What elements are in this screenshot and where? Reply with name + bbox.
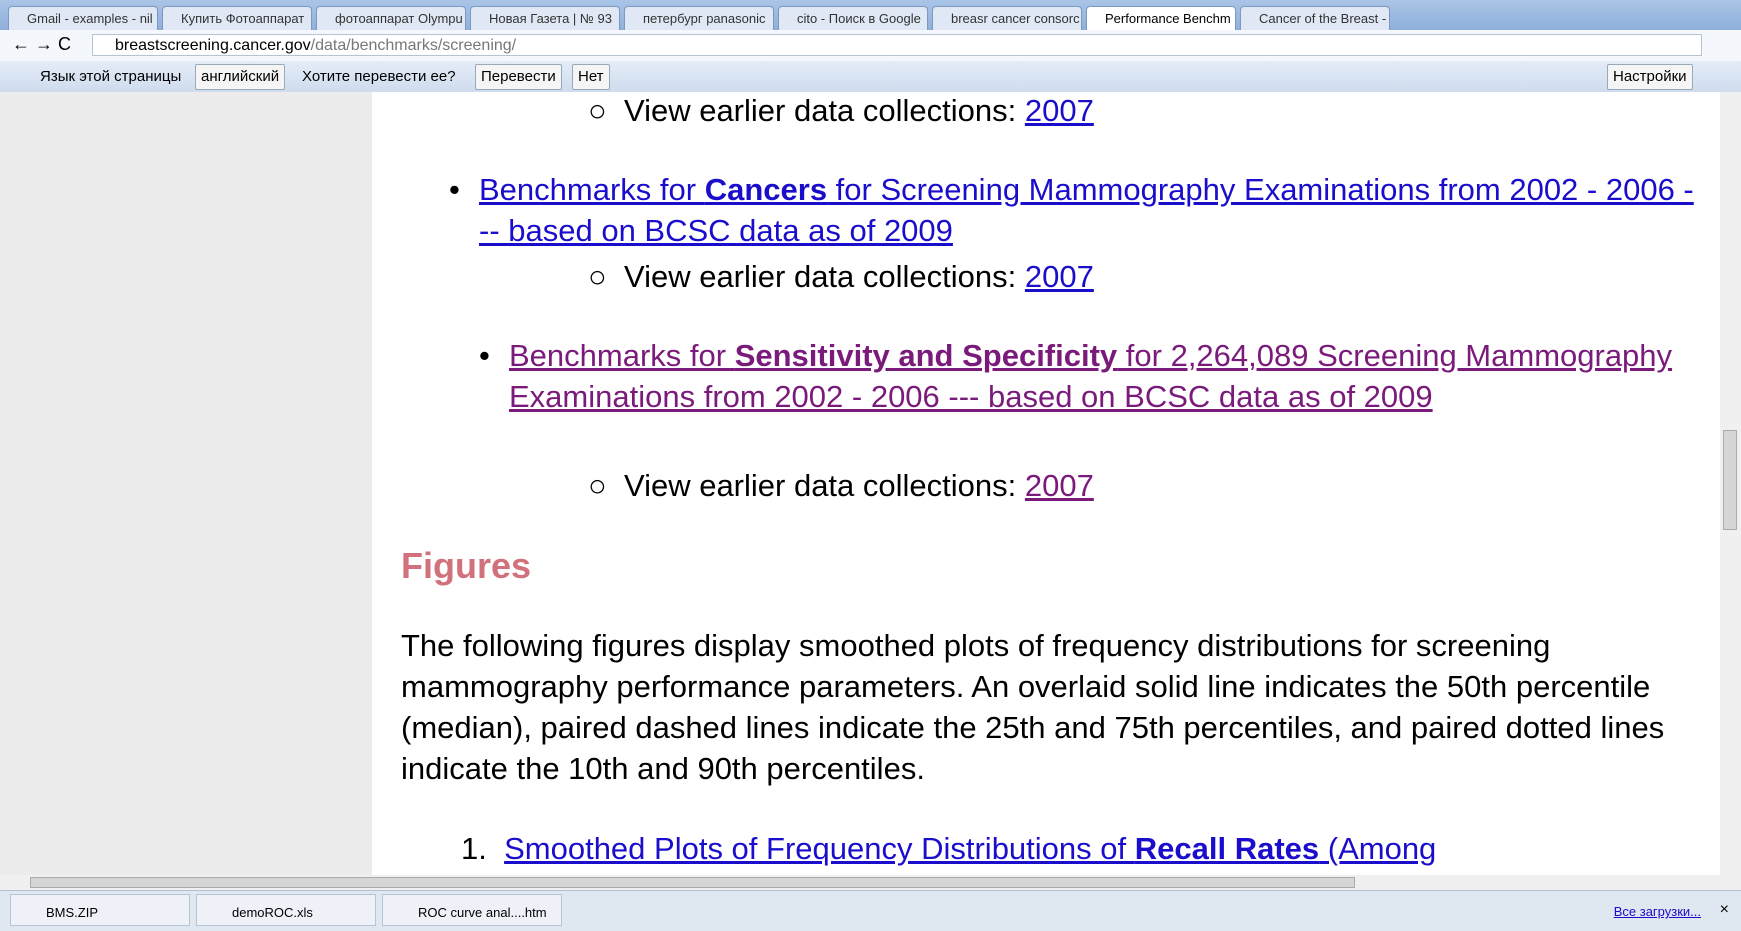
language-select[interactable]: английский xyxy=(195,64,286,90)
download-item[interactable]: ROC curve anal....htm xyxy=(382,894,562,926)
link-text: for Screening Mammography Examinations f… xyxy=(479,172,1694,248)
tab[interactable]: Gmail - examples - nil xyxy=(8,6,158,30)
link-bold: Sensitivity and Specificity xyxy=(734,338,1118,373)
link[interactable]: 2007 xyxy=(1024,93,1094,128)
link[interactable]: Benchmarks for Cancers for Screening Mam… xyxy=(479,172,1694,248)
link[interactable]: Benchmarks for Sensitivity and Specifici… xyxy=(509,338,1672,414)
sub-item: ○ View earlier data collections: 2007 xyxy=(588,93,1094,128)
nav-buttons[interactable]: ← → C xyxy=(12,34,72,54)
download-bar: Все загрузки... × BMS.ZIP demoROC.xls ROC … xyxy=(0,890,1741,931)
link[interactable]: 2007 xyxy=(1024,259,1094,294)
sidebar xyxy=(0,92,372,875)
translate-bar: Язык этой страницы английский Хотите пер… xyxy=(0,61,1741,93)
tab[interactable]: breasr cancer consorc xyxy=(932,6,1082,30)
tab[interactable]: cito - Поиск в Google xyxy=(778,6,928,30)
download-item[interactable]: demoROC.xls xyxy=(196,894,376,926)
link-text: for 2,264,089 Screening Mammography Exam… xyxy=(509,338,1673,414)
sub-item: ○ View earlier data collections: 2007 xyxy=(588,468,1094,503)
bullet-item: • Benchmarks for Cancers for Screening Ma… xyxy=(449,172,1694,248)
sub-item: ○ View earlier data collections: 2007 xyxy=(588,259,1094,294)
translate-question: Хотите перевести ее? xyxy=(302,68,456,85)
tab[interactable]: Новая Газета | № 93 xyxy=(470,6,620,30)
list-item: 1. Smoothed Plots of Frequency Distribut… xyxy=(461,828,1436,869)
link-text: Smoothed Plots of Frequency Distribution… xyxy=(504,831,1135,866)
link[interactable]: 2007 xyxy=(1024,468,1094,503)
no-button[interactable]: Нет xyxy=(572,64,610,90)
link-bold: Recall Rates xyxy=(1134,831,1320,866)
vertical-scrollbar[interactable] xyxy=(1720,92,1741,875)
download-item[interactable]: BMS.ZIP xyxy=(10,894,190,926)
tab[interactable]: Купить Фотоаппарат xyxy=(162,6,312,30)
translate-button[interactable]: Перевести xyxy=(475,64,562,90)
close-button[interactable]: × xyxy=(1719,901,1729,918)
page-content: ○ View earlier data collections: 2007 • B… xyxy=(372,92,1720,875)
settings-button[interactable]: Настройки xyxy=(1607,64,1693,90)
link-text: (Among xyxy=(1319,831,1437,866)
sub-label: View earlier data collections: xyxy=(623,93,1025,128)
list-number: 1. xyxy=(461,831,487,866)
sub-label: View earlier data collections: xyxy=(623,259,1025,294)
translate-label: Язык этой страницы xyxy=(40,68,182,85)
tab[interactable]: Performance Benchm xyxy=(1086,6,1236,30)
link-text: Benchmarks for xyxy=(509,338,735,373)
heading: Figures xyxy=(401,545,532,586)
url-field[interactable]: breastscreening.cancer.gov/data/benchmar… xyxy=(92,34,1702,56)
url-path: /data/benchmarks/screening/ xyxy=(310,37,517,54)
sub-label: View earlier data collections: xyxy=(623,468,1025,503)
link[interactable]: Smoothed Plots of Frequency Distribution… xyxy=(504,831,1436,866)
tab-strip: Gmail - examples - nil Купить Фотоаппарат… xyxy=(0,0,1741,30)
bullet-item: • Benchmarks for Sensitivity and Specific… xyxy=(479,338,1673,414)
horizontal-scrollbar[interactable] xyxy=(0,875,1741,890)
tab[interactable]: Cancer of the Breast - xyxy=(1240,6,1390,30)
url-host: breastscreening.cancer.gov xyxy=(115,37,311,54)
paragraph: The following figures display smoothed p… xyxy=(401,628,1665,786)
link-bold: Cancers xyxy=(704,172,828,207)
tab[interactable]: фотоаппарат Olympu xyxy=(316,6,466,30)
tab[interactable]: петербург panasonic xyxy=(624,6,774,30)
all-downloads-link[interactable]: Все загрузки... xyxy=(1613,904,1701,919)
address-bar: ← → C breastscreening.cancer.gov/data/be… xyxy=(0,30,1741,62)
link-text: Benchmarks for xyxy=(479,172,705,207)
